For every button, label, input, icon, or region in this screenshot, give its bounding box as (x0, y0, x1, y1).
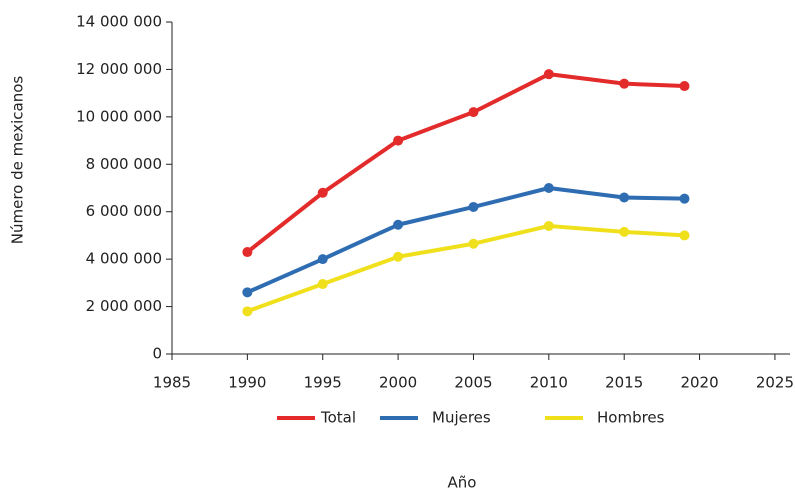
x-tick-label: 2000 (379, 374, 417, 392)
y-tick-label: 2 000 000 (86, 297, 162, 315)
series-line (246, 186, 685, 295)
data-point (242, 306, 253, 317)
data-point (543, 220, 554, 231)
y-tick-label: 10 000 000 (76, 107, 162, 125)
data-point (317, 279, 328, 290)
x-tick-label: 2025 (756, 374, 794, 392)
data-point (393, 135, 404, 146)
data-point (393, 219, 404, 230)
data-point (468, 238, 479, 249)
series-line (246, 72, 685, 254)
x-tick-label: 1990 (228, 374, 266, 392)
x-tick-label: 1985 (153, 374, 191, 392)
y-tick-label: 0 (152, 345, 162, 363)
data-point (468, 107, 479, 118)
data-point (242, 247, 253, 258)
data-point (619, 192, 630, 203)
y-axis-label: Número de mexicanos (9, 76, 27, 245)
data-point (619, 226, 630, 237)
y-tick-label: 8 000 000 (86, 155, 162, 173)
y-tick-label: 6 000 000 (86, 202, 162, 220)
data-point (543, 69, 554, 80)
x-tick-label: 2015 (605, 374, 643, 392)
series-line (246, 223, 685, 314)
data-point (679, 230, 690, 241)
y-tick-label: 4 000 000 (86, 250, 162, 268)
x-tick-label: 2020 (680, 374, 718, 392)
legend-label: Hombres (597, 409, 665, 427)
y-tick-label: 14 000 000 (76, 13, 162, 31)
x-axis-label: Año (448, 474, 477, 490)
data-point (679, 193, 690, 204)
data-point (468, 201, 479, 212)
x-tick-label: 1995 (304, 374, 342, 392)
data-point (543, 183, 554, 193)
x-tick-label: 2010 (530, 374, 568, 392)
legend-label: Total (320, 409, 356, 427)
data-point (317, 187, 328, 198)
data-point (679, 81, 690, 92)
data-point (317, 254, 328, 265)
legend-label: Mujeres (432, 409, 491, 427)
x-tick-label: 2005 (454, 374, 492, 392)
data-point (393, 251, 404, 262)
y-tick-label: 12 000 000 (76, 60, 162, 78)
data-point (619, 78, 630, 89)
data-point (242, 287, 253, 298)
